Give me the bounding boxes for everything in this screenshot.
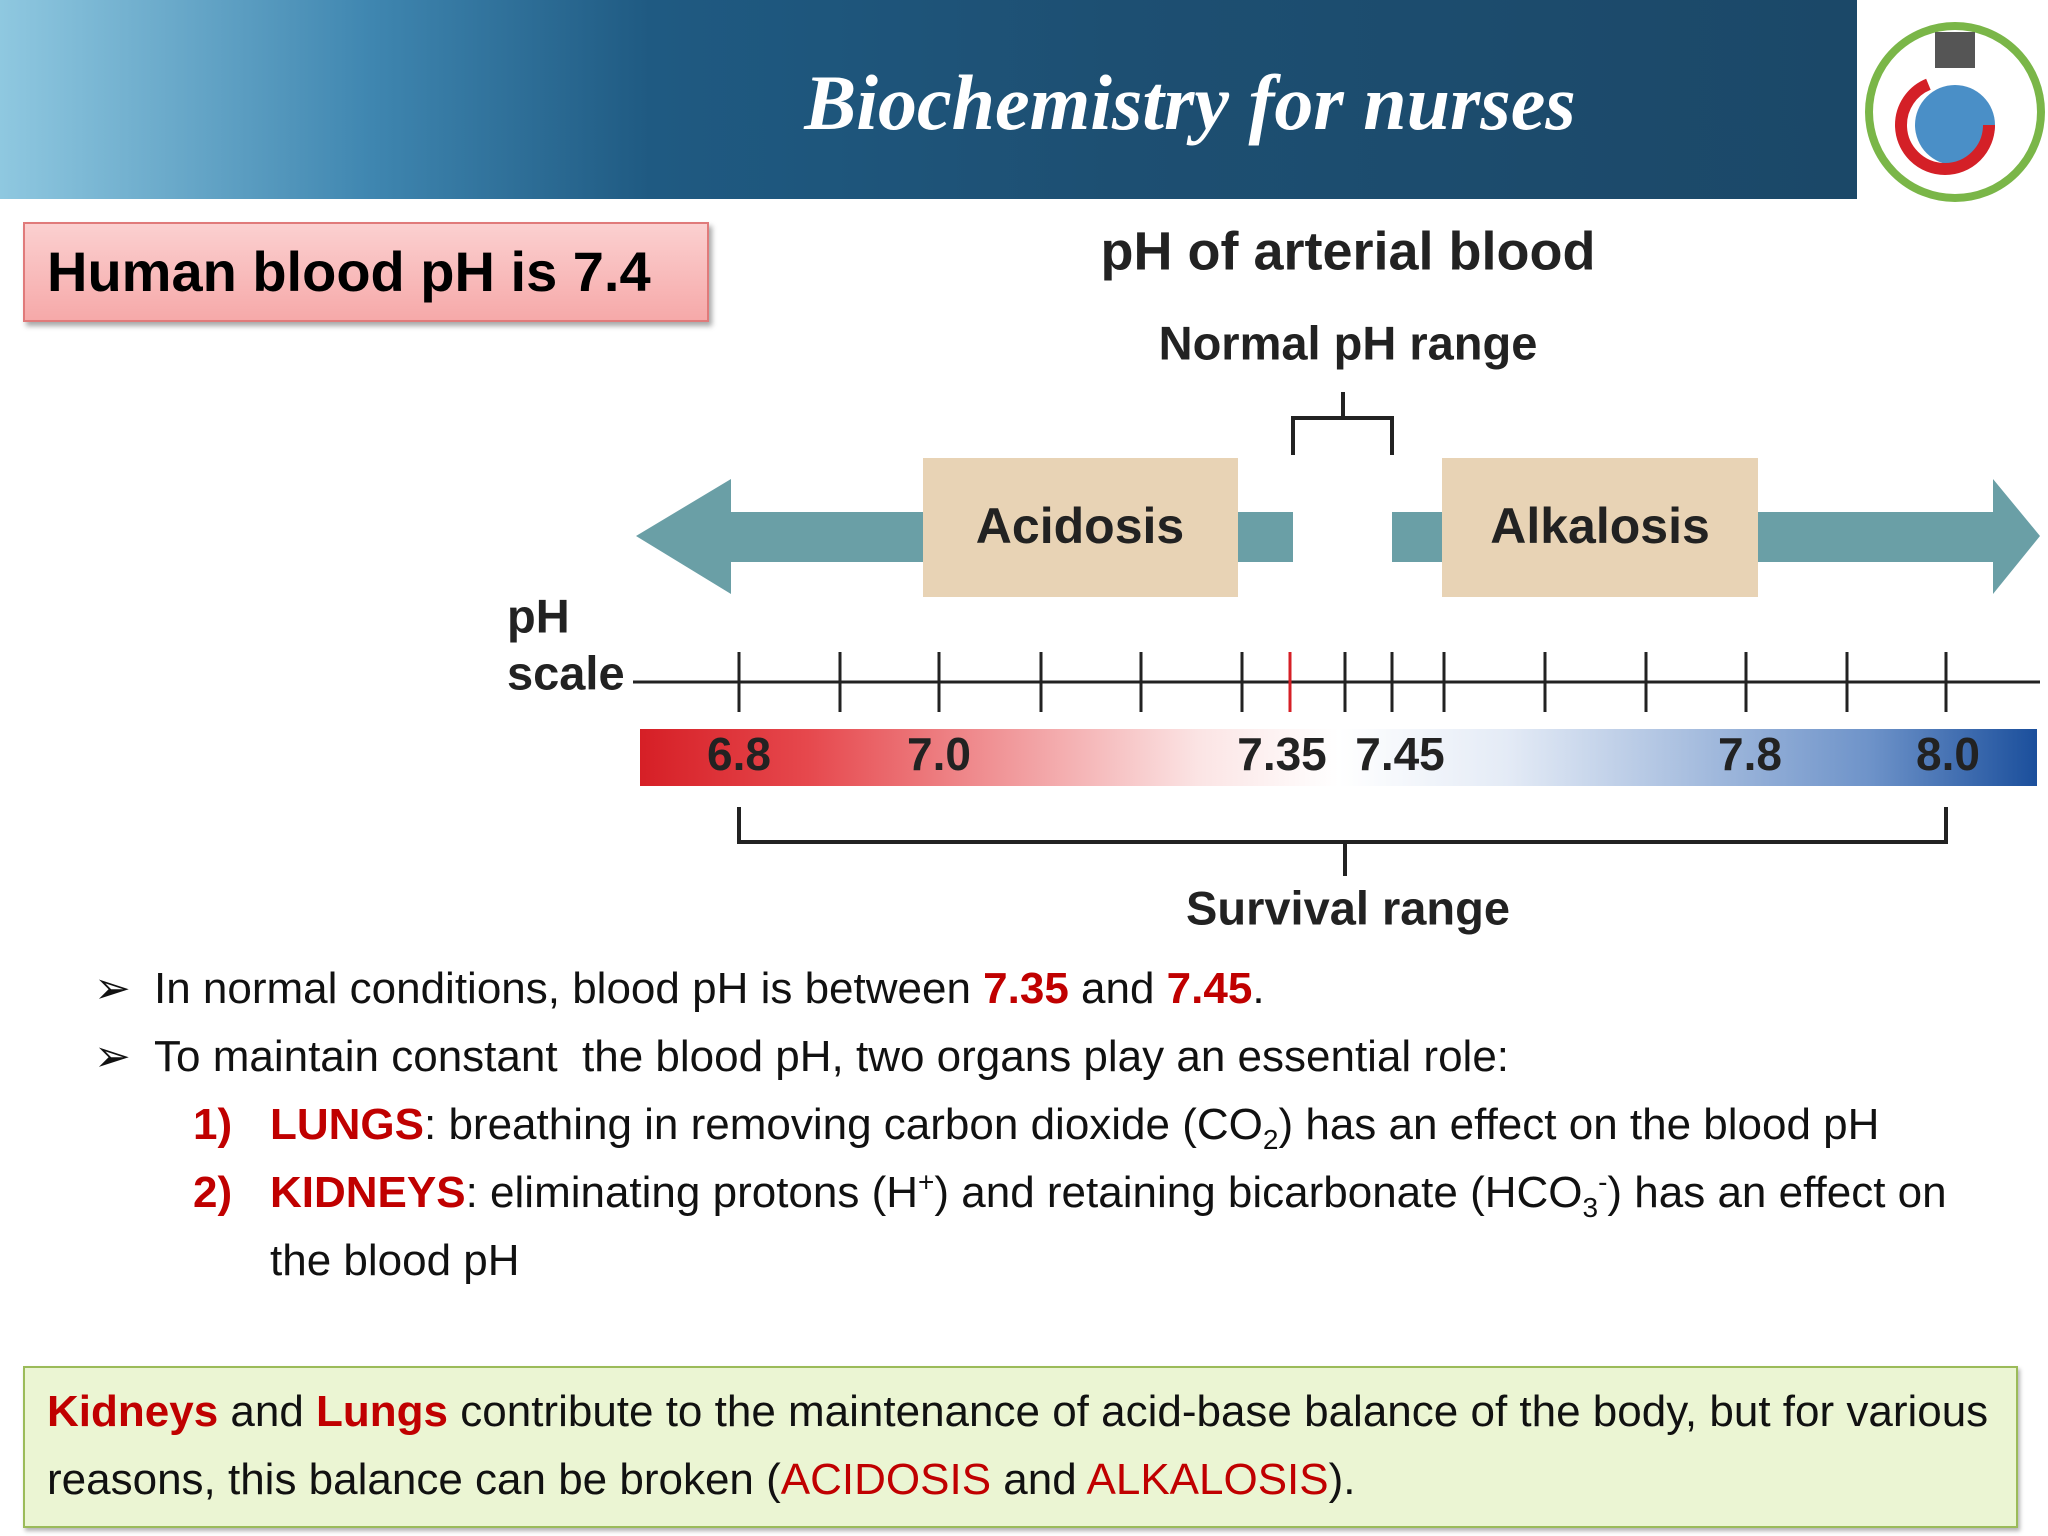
- scale-value: 7.8: [1718, 728, 1782, 780]
- text: ) and retaining bicarbonate (HCO: [934, 1168, 1583, 1217]
- header-banner: Biochemistry for nurses: [0, 0, 1857, 199]
- highlight: 7.35: [983, 964, 1069, 1013]
- bullet-arrow: ➢: [94, 1032, 131, 1081]
- text: contribute to the maintenance of acid-ba…: [47, 1387, 1989, 1504]
- highlight: ACIDOSIS: [780, 1455, 992, 1504]
- text: In normal conditions, blood pH is betwee…: [154, 964, 984, 1013]
- superscript: +: [918, 1166, 935, 1198]
- ph-gradient-bar: [640, 729, 2037, 786]
- text: : breathing in removing carbon dioxide (…: [424, 1100, 1263, 1149]
- highlight: ALKALOSIS: [1086, 1455, 1329, 1504]
- bullet-text: In normal conditions, blood pH is betwee…: [154, 955, 1265, 1023]
- scale-value: 8.0: [1916, 728, 1980, 780]
- subscript: 2: [1262, 1123, 1279, 1155]
- superscript: -: [1598, 1166, 1608, 1198]
- text: and: [218, 1387, 317, 1436]
- numbered-item: 1) LUNGS: breathing in removing carbon d…: [0, 1091, 2048, 1159]
- scale-value: 7.35: [1237, 728, 1327, 780]
- subscript: 3: [1582, 1191, 1599, 1223]
- scale-value: 7.45: [1355, 728, 1445, 780]
- text: and: [991, 1455, 1087, 1504]
- organ: LUNGS: [270, 1100, 424, 1149]
- bullet-item: ➢ To maintain constant the blood pH, two…: [0, 1023, 2048, 1091]
- item-text: KIDNEYS: eliminating protons (H+) and re…: [270, 1159, 1950, 1295]
- text: : eliminating protons (H: [465, 1168, 919, 1217]
- summary-box: Kidneys and Lungs contribute to the main…: [23, 1366, 2018, 1528]
- diagram-title: pH of arterial blood: [1100, 221, 1595, 281]
- text: ) has an effect on the blood pH: [270, 1168, 1947, 1285]
- scale-label: scale: [507, 646, 625, 699]
- item-text: LUNGS: breathing in removing carbon diox…: [270, 1091, 1950, 1159]
- bullet-arrow: ➢: [94, 964, 131, 1013]
- logo: [1865, 22, 2045, 202]
- alkalosis-box: [1442, 458, 1758, 597]
- acidosis-box: [923, 458, 1238, 597]
- item-marker: 2): [193, 1168, 233, 1217]
- normal-bracket: [1291, 392, 1394, 455]
- callout-text: Human blood pH is 7.4: [47, 240, 651, 303]
- slide-title: Biochemistry for nurses: [804, 59, 1576, 146]
- normal-range-label: Normal pH range: [1159, 316, 1538, 369]
- scale-ticks: [737, 652, 1948, 712]
- bullet-text: To maintain constant the blood pH, two o…: [154, 1032, 1510, 1081]
- acidosis-label: Acidosis: [976, 498, 1184, 554]
- survival-range-label: Survival range: [1186, 881, 1510, 934]
- callout-box: Human blood pH is 7.4: [23, 222, 709, 322]
- highlight: Kidneys: [47, 1387, 219, 1436]
- text: ) has an effect on the blood pH: [1278, 1100, 1880, 1149]
- highlight: Lungs: [316, 1387, 449, 1436]
- text: and: [1068, 964, 1167, 1013]
- bullet-item: ➢ In normal conditions, blood pH is betw…: [0, 955, 2048, 1023]
- bullet-list: ➢ In normal conditions, blood pH is betw…: [0, 955, 2048, 1295]
- scale-value: 7.0: [907, 728, 971, 780]
- survival-bracket: [737, 807, 1948, 876]
- numbered-item: 2) KIDNEYS: eliminating protons (H+) and…: [0, 1159, 2048, 1295]
- scale-label: pH: [507, 589, 570, 642]
- scale-value: 6.8: [707, 728, 771, 780]
- organ: KIDNEYS: [270, 1168, 466, 1217]
- text: ).: [1328, 1455, 1356, 1504]
- highlight: 7.45: [1166, 964, 1253, 1013]
- item-marker: 1): [193, 1100, 233, 1149]
- alkalosis-label: Alkalosis: [1490, 498, 1710, 554]
- text: .: [1252, 964, 1265, 1013]
